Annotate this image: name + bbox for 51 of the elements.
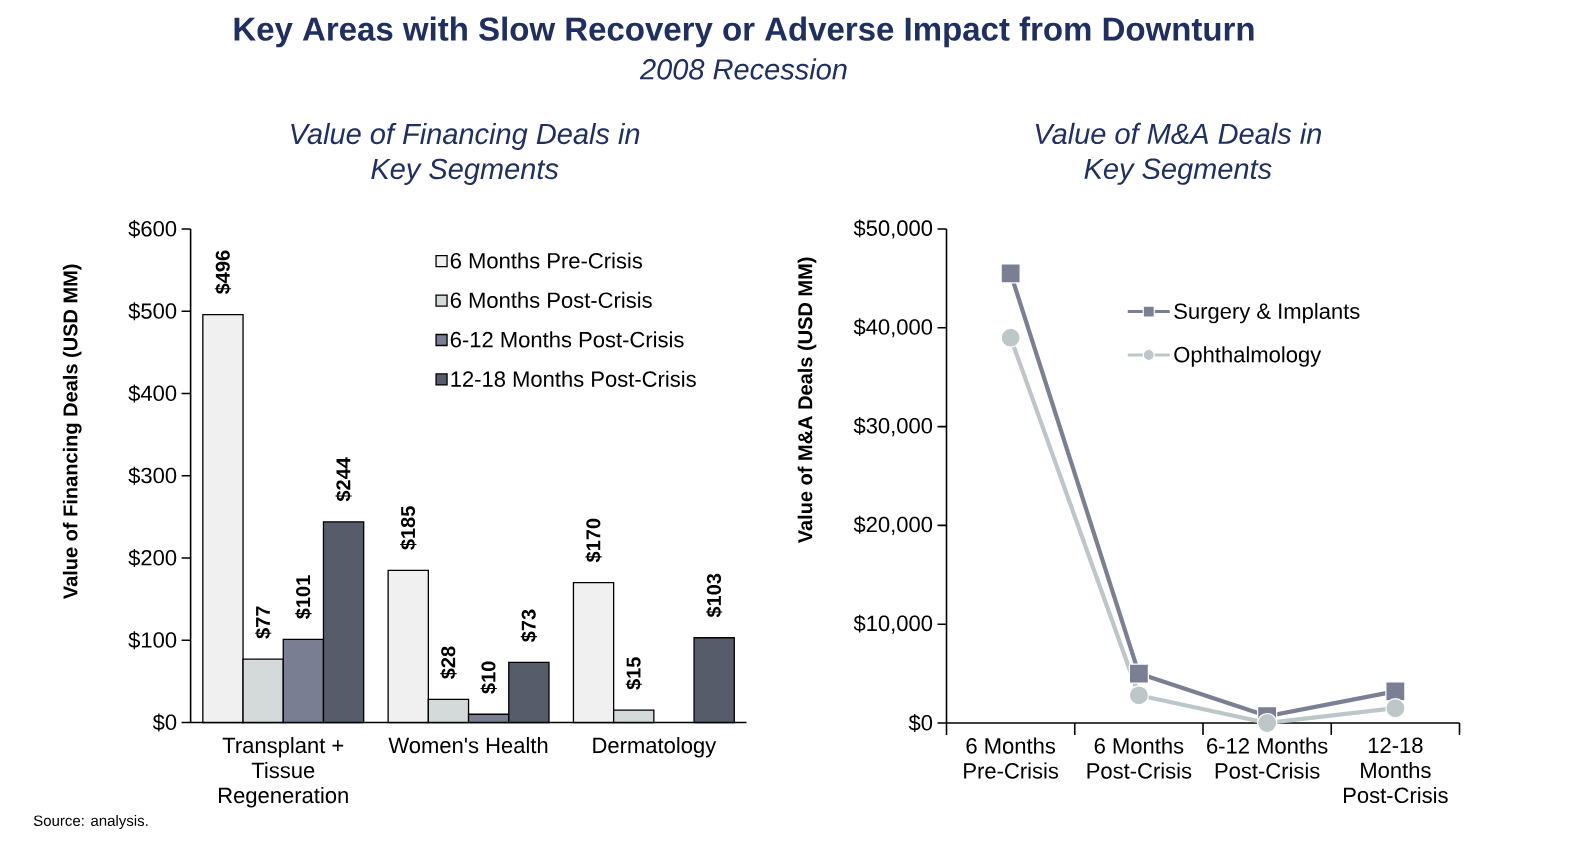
data-label: $77 — [255, 606, 272, 639]
point — [1128, 663, 1149, 684]
y-tick-label: $10,000 — [853, 614, 933, 634]
y-axis-title: Value of Financing Deals (USD MM) — [62, 264, 82, 599]
y-tick-label: $600 — [128, 220, 177, 238]
data-label: $496 — [214, 250, 232, 295]
text: 2008 Recession — [639, 58, 847, 80]
text: Key Areas with Slow Recovery or Adverse Impact from Downturn — [234, 16, 1254, 48]
data-label: $170 — [585, 518, 602, 563]
data-label: $28 — [440, 646, 457, 679]
y-axis-title: Value of M&A Deals (USD MM) — [797, 257, 817, 544]
y-tick-label: $0 — [152, 713, 177, 732]
x-tick-label: Transplant + Tissue Regeneration — [219, 737, 348, 808]
data-label: $185 — [400, 506, 417, 550]
y-tick-label: $30,000 — [853, 417, 933, 437]
legend-label: 12-18 Months Post-Crisis — [451, 370, 696, 387]
chart-title: Value of Financing Deals in Key Segments — [291, 122, 640, 185]
source-note: Source: analysis. — [33, 814, 148, 829]
x-tick-label: 6 Months Post-Crisis — [1087, 737, 1192, 779]
x-tick-label: Women's Health — [388, 737, 548, 754]
y-tick-label: $40,000 — [853, 318, 933, 338]
x-tick-label: 12-18 Months Post-Crisis — [1344, 737, 1448, 804]
legend-label: 6 Months Post-Crisis — [450, 291, 652, 309]
legend-label: 6-12 Months Post-Crisis — [450, 331, 684, 348]
point — [1000, 327, 1021, 348]
point — [1257, 712, 1278, 734]
legend-label: Surgery & Implants — [1174, 302, 1360, 324]
y-tick-label: $20,000 — [853, 515, 933, 535]
data-label: $244 — [335, 457, 352, 502]
y-tick-label: $200 — [128, 549, 177, 567]
y-tick-label: $400 — [128, 384, 177, 403]
x-tick-label: Dermatology — [593, 737, 717, 758]
y-tick-label: $50,000 — [853, 219, 933, 239]
x-tick-label: 6-12 Months Post-Crisis — [1207, 737, 1328, 779]
data-label: $73 — [520, 609, 538, 642]
legend-label: 6 Months Pre-Crisis — [450, 252, 643, 269]
legend-label: Ophthalmology — [1174, 346, 1322, 367]
data-label: $103 — [706, 573, 723, 618]
point — [1385, 698, 1406, 719]
point — [1000, 263, 1021, 284]
data-label: $101 — [295, 575, 312, 619]
y-tick-label: $500 — [128, 302, 177, 321]
x-tick-label: 6 Months Pre-Crisis — [964, 737, 1059, 779]
data-label: $15 — [625, 657, 642, 690]
point — [1128, 685, 1149, 706]
y-tick-label: $300 — [128, 466, 177, 485]
data-label: $10 — [480, 661, 497, 694]
y-tick-label: $0 — [908, 714, 933, 732]
y-tick-label: $100 — [128, 631, 177, 650]
point — [1385, 681, 1406, 702]
chart-title: Value of M&A Deals in Key Segments — [1035, 122, 1322, 185]
